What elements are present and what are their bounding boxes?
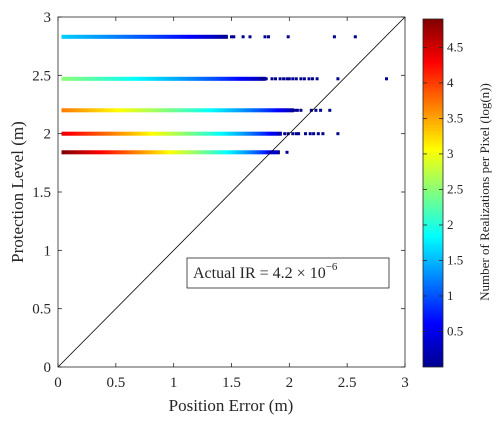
outlier-point xyxy=(274,77,277,81)
density-band xyxy=(61,150,280,155)
outlier-point xyxy=(328,108,332,112)
outlier-point xyxy=(282,77,286,81)
outlier-point xyxy=(230,35,233,39)
colorbar-tick-label: 0.5 xyxy=(447,323,463,338)
density-band xyxy=(61,34,228,39)
y-tick-label: 1 xyxy=(44,243,52,259)
outlier-point xyxy=(299,108,303,112)
density-bands xyxy=(61,34,294,155)
x-tick-label: 0.5 xyxy=(106,375,125,391)
colorbar-tick-label: 1.5 xyxy=(447,252,463,267)
outlier-point xyxy=(304,132,307,136)
colorbar xyxy=(422,18,444,368)
outlier-point xyxy=(294,77,298,81)
x-tick-label: 0 xyxy=(54,375,62,391)
annotation-exponent: −6 xyxy=(326,261,338,273)
outlier-point xyxy=(297,132,301,136)
y-tick-label: 0.5 xyxy=(32,302,51,318)
outlier-point xyxy=(286,35,290,39)
colorbar-tick-label: 1 xyxy=(447,288,454,303)
y-tick-label: 3 xyxy=(44,10,52,26)
outlier-point xyxy=(285,150,289,154)
outlier-point xyxy=(316,132,320,136)
outlier-point xyxy=(264,77,268,81)
x-tick-label: 2.5 xyxy=(338,375,357,391)
outlier-point xyxy=(291,77,295,81)
colorbar-tick-label: 3 xyxy=(447,146,454,161)
outlier-point xyxy=(248,35,252,39)
svg-text:Actual IR = 4.2 × 10−6: Actual IR = 4.2 × 10−6 xyxy=(193,261,338,282)
outlier-point xyxy=(278,77,282,81)
outlier-point xyxy=(353,35,357,39)
outlier-point xyxy=(321,132,325,136)
outlier-point xyxy=(299,77,303,81)
outlier-point xyxy=(336,132,340,136)
outlier-point xyxy=(232,35,236,39)
x-tick-label: 2 xyxy=(286,375,294,391)
outlier-point xyxy=(302,77,306,81)
x-tick-label: 3 xyxy=(401,375,409,391)
y-tick-label: 2 xyxy=(44,127,52,143)
outlier-point xyxy=(286,132,290,136)
outlier-point xyxy=(270,77,274,81)
density-band xyxy=(61,76,266,81)
axis-ticks xyxy=(57,16,406,368)
outlier-point xyxy=(385,77,388,81)
diagonal-line xyxy=(57,16,406,368)
colorbar-ticks: 0.5 1 1.5 2 2.5 3 3.5 4 4.5 xyxy=(423,39,463,338)
annotation-box: Actual IR = 4.2 × 10−6 xyxy=(186,257,390,289)
outlier-point xyxy=(294,132,298,136)
colorbar-tick-label: 2.5 xyxy=(447,181,463,196)
y-tick-label: 1.5 xyxy=(32,185,51,201)
outlier-point xyxy=(241,35,245,39)
outlier-point xyxy=(291,132,295,136)
outlier-point xyxy=(287,77,291,81)
density-band xyxy=(61,108,294,113)
y-tick-label: 2.5 xyxy=(32,68,51,84)
x-tick-label: 1.5 xyxy=(222,375,241,391)
outlier-point xyxy=(267,35,270,39)
annotation-text: Actual IR = 4.2 × 10 xyxy=(193,265,326,282)
outlier-point xyxy=(283,132,287,136)
y-axis-title: Protection Level (m) xyxy=(8,121,27,263)
colorbar-tick-label: 4 xyxy=(447,75,454,90)
colorbar-title: Number of Realizations per Pixel (log(n)… xyxy=(477,83,492,301)
outlier-points xyxy=(230,35,388,154)
outlier-point xyxy=(314,108,318,112)
outlier-point xyxy=(285,77,289,81)
colorbar-tick-label: 2 xyxy=(447,217,454,232)
outlier-point xyxy=(295,108,299,112)
outlier-point xyxy=(293,108,297,112)
outlier-point xyxy=(336,77,340,81)
outlier-point xyxy=(319,108,323,112)
x-tick-label: 1 xyxy=(170,375,178,391)
colorbar-tick-label: 3.5 xyxy=(447,110,463,125)
outlier-point xyxy=(312,132,316,136)
density-band xyxy=(61,131,282,136)
outlier-point xyxy=(309,108,313,112)
axis-tick-labels: 0 0.5 1 1.5 2 2.5 3 0 0.5 1 1.5 2 2.5 3 xyxy=(32,10,409,391)
outlier-point xyxy=(263,35,267,39)
outlier-point xyxy=(308,132,312,136)
outlier-point xyxy=(332,35,336,39)
outlier-point xyxy=(307,77,311,81)
outlier-point xyxy=(311,77,314,81)
outlier-point xyxy=(315,77,319,81)
x-axis-title: Position Error (m) xyxy=(169,396,294,415)
y-tick-label: 0 xyxy=(44,360,52,376)
colorbar-tick-label: 4.5 xyxy=(447,39,463,54)
